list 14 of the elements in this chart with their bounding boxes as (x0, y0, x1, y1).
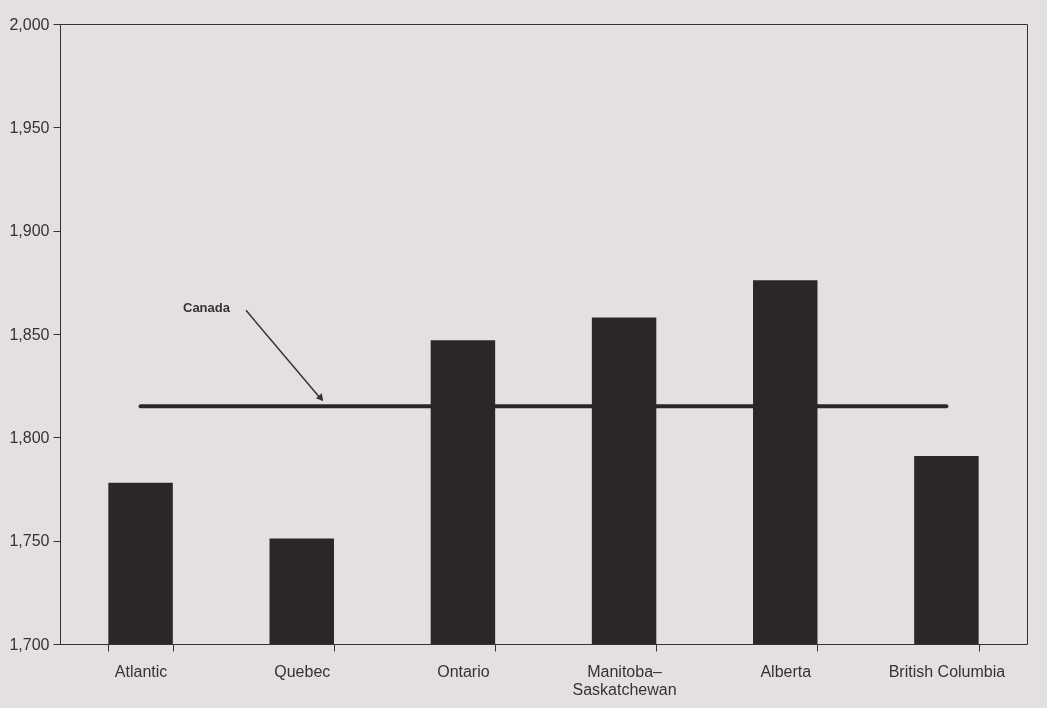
y-tick-label: 1,850 (9, 325, 50, 343)
y-tick-label: 2,000 (9, 15, 50, 33)
x-tick-label: Ontario (437, 662, 490, 680)
y-tick-label: 1,900 (9, 222, 50, 240)
x-tick-label: Manitoba–Saskatchewan (572, 662, 677, 698)
x-tick-label: Atlantic (114, 662, 168, 680)
x-tick-label: Alberta (760, 662, 812, 680)
ref-line-label: Canada (183, 300, 231, 316)
y-tick-label: 1,950 (9, 118, 50, 136)
y-tick-label: 1,800 (9, 428, 50, 446)
x-tick-label: British Columbia (888, 662, 1006, 680)
x-tick-label: Quebec (274, 662, 331, 680)
y-tick-label: 1,750 (9, 532, 50, 550)
y-tick-label: 1,700 (9, 635, 50, 653)
